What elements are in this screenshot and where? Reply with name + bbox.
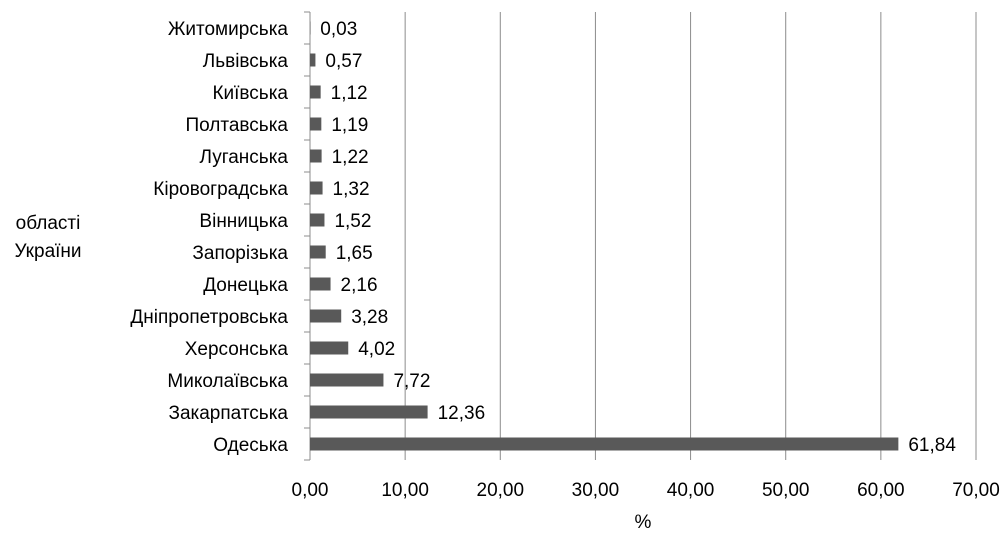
category-label: Одеська [213,435,288,456]
x-tick-label: 10,00 [381,480,429,501]
x-tick-label: 40,00 [667,480,715,501]
category-label: Кіровоградська [153,179,288,200]
data-label: 2,16 [341,275,378,296]
category-label: Закарпатська [168,403,288,424]
x-tick-label: 50,00 [762,480,810,501]
category-label: Вінницька [199,211,288,232]
grid-layer [304,11,977,461]
bar [310,405,428,419]
data-label: 12,36 [438,403,486,424]
bar [310,341,349,355]
category-label: Київська [212,83,288,104]
category-label: Полтавська [185,115,288,136]
data-label: 1,65 [336,243,373,264]
category-label: Донецька [203,275,288,296]
data-label: 61,84 [908,435,956,456]
data-label: 3,28 [351,307,388,328]
bar [310,149,322,163]
bar [310,277,331,291]
data-label: 1,12 [331,83,368,104]
bar [310,53,316,67]
bar [310,213,325,227]
data-label: 1,32 [333,179,370,200]
x-tick-label: 0,00 [292,480,329,501]
data-label: 0,03 [320,19,357,40]
category-label: Миколаївська [167,371,288,392]
x-tick-label: 30,00 [572,480,620,501]
y-axis-title-line-2: України [14,241,81,262]
labels-layer: 0,00 10,00 20,00 30,00 40,00 50,00 60,00 70,00 Ж… [130,19,999,501]
data-label: 1,22 [332,147,369,168]
category-label: Херсонська [185,339,289,360]
bar [310,85,321,99]
data-label: 4,02 [358,339,395,360]
bar [310,181,323,195]
bar [310,309,342,323]
data-label: 1,52 [334,211,371,232]
category-label: Запорізька [192,243,288,264]
bar [310,437,899,451]
data-label: 7,72 [393,371,430,392]
x-axis-title: % [635,512,652,533]
data-label: 1,19 [331,115,368,136]
bar [310,117,322,131]
x-tick-label: 70,00 [952,480,1000,501]
data-label: 0,57 [325,51,362,72]
category-label: Львівська [203,51,289,72]
bars-layer [310,21,899,451]
category-label: Луганська [200,147,289,168]
bar [310,21,311,35]
category-label: Житомирська [168,19,289,40]
bar [310,373,384,387]
x-tick-label: 60,00 [857,480,905,501]
category-label: Дніпропетровська [130,307,288,328]
y-axis-title-line-1: області [16,213,81,234]
x-tick-label: 20,00 [477,480,525,501]
bar [310,245,326,259]
